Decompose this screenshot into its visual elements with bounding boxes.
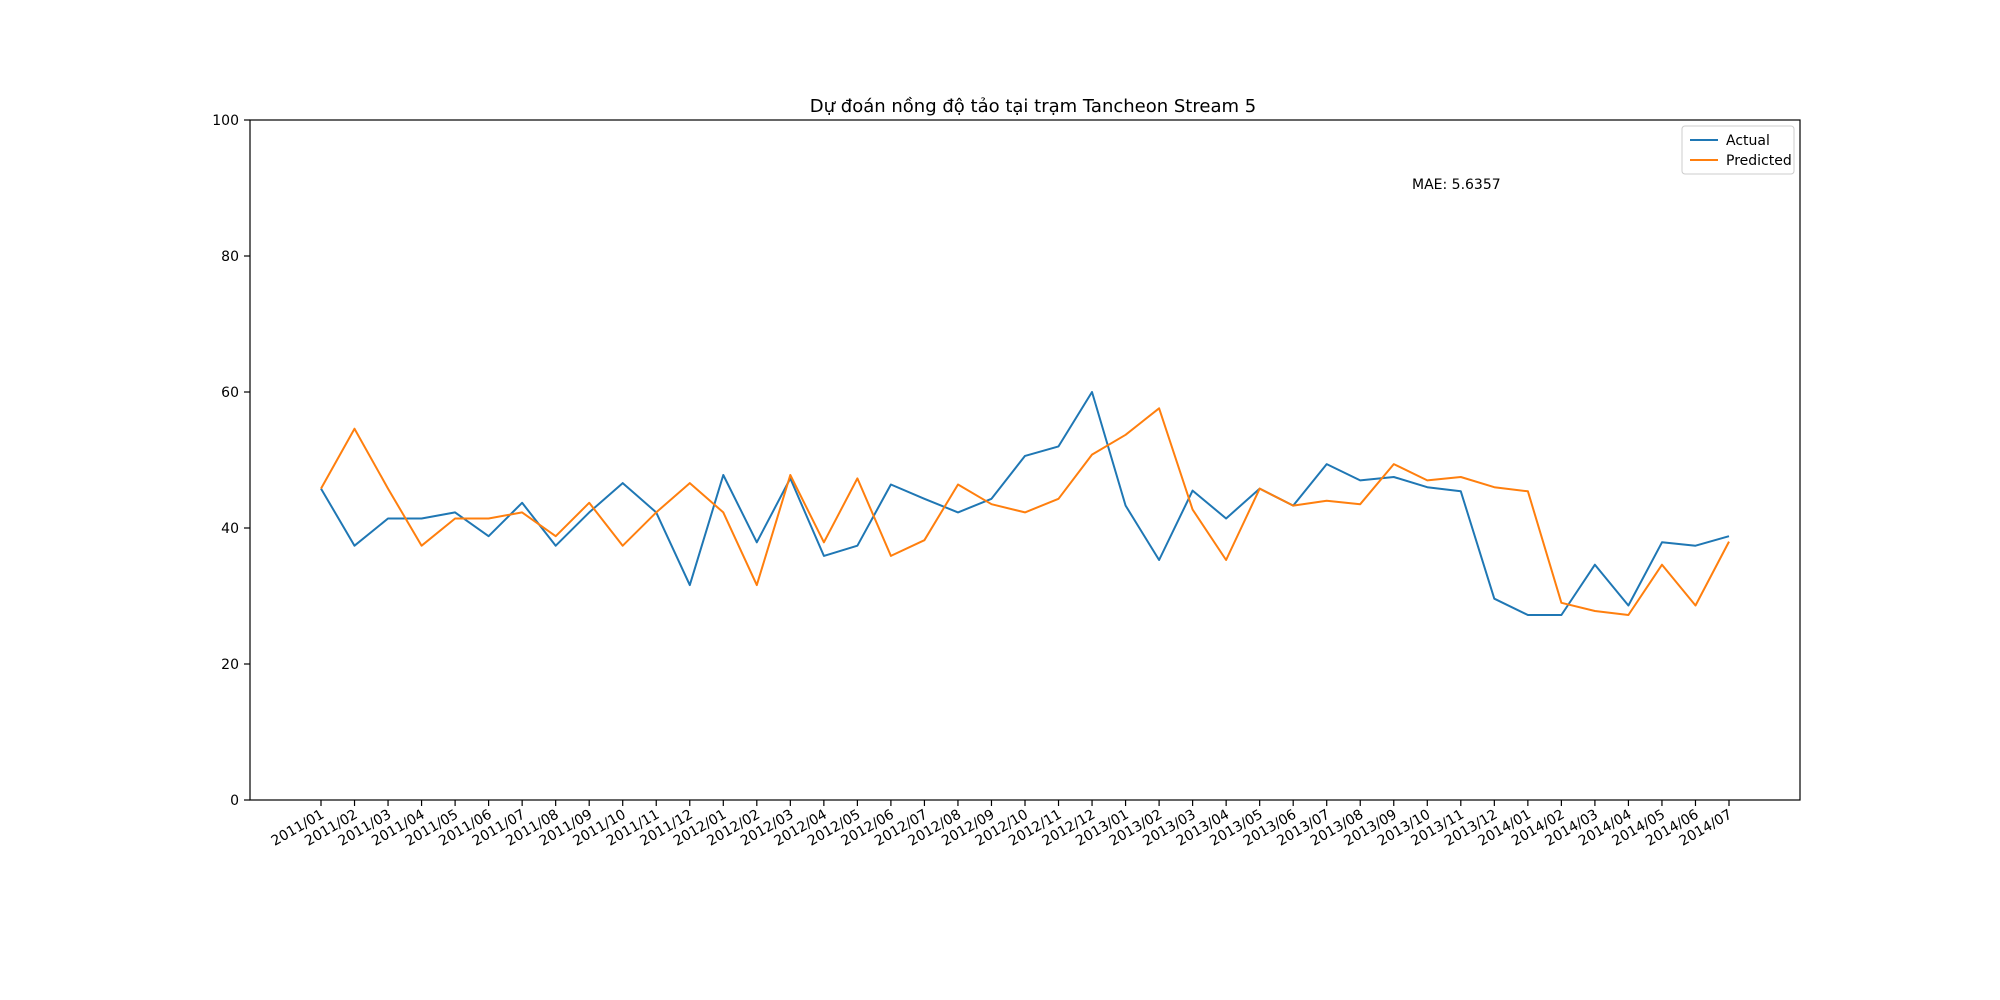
legend-entry-actual: Actual — [1726, 133, 1770, 149]
y-tick-label: 40 — [221, 521, 239, 537]
axes-frame — [249, 119, 1801, 801]
legend: Actual Predicted — [1681, 125, 1795, 175]
y-tick-label: 20 — [221, 657, 239, 673]
y-tick-label: 80 — [221, 249, 239, 265]
plot-area: 0204060801002011/012011/022011/032011/04… — [212, 113, 1801, 850]
y-tick-label: 100 — [212, 113, 239, 129]
y-tick-label: 0 — [230, 793, 239, 809]
y-tick-label: 60 — [221, 385, 239, 401]
mae-annotation: MAE: 5.6357 — [1412, 177, 1501, 193]
chart-title: Dự đoán nồng độ tảo tại trạm Tancheon St… — [810, 96, 1256, 117]
series-line-predicted — [320, 407, 1730, 616]
legend-box — [1681, 125, 1795, 175]
legend-entry-predicted: Predicted — [1726, 153, 1792, 169]
series-line-actual — [320, 391, 1730, 616]
